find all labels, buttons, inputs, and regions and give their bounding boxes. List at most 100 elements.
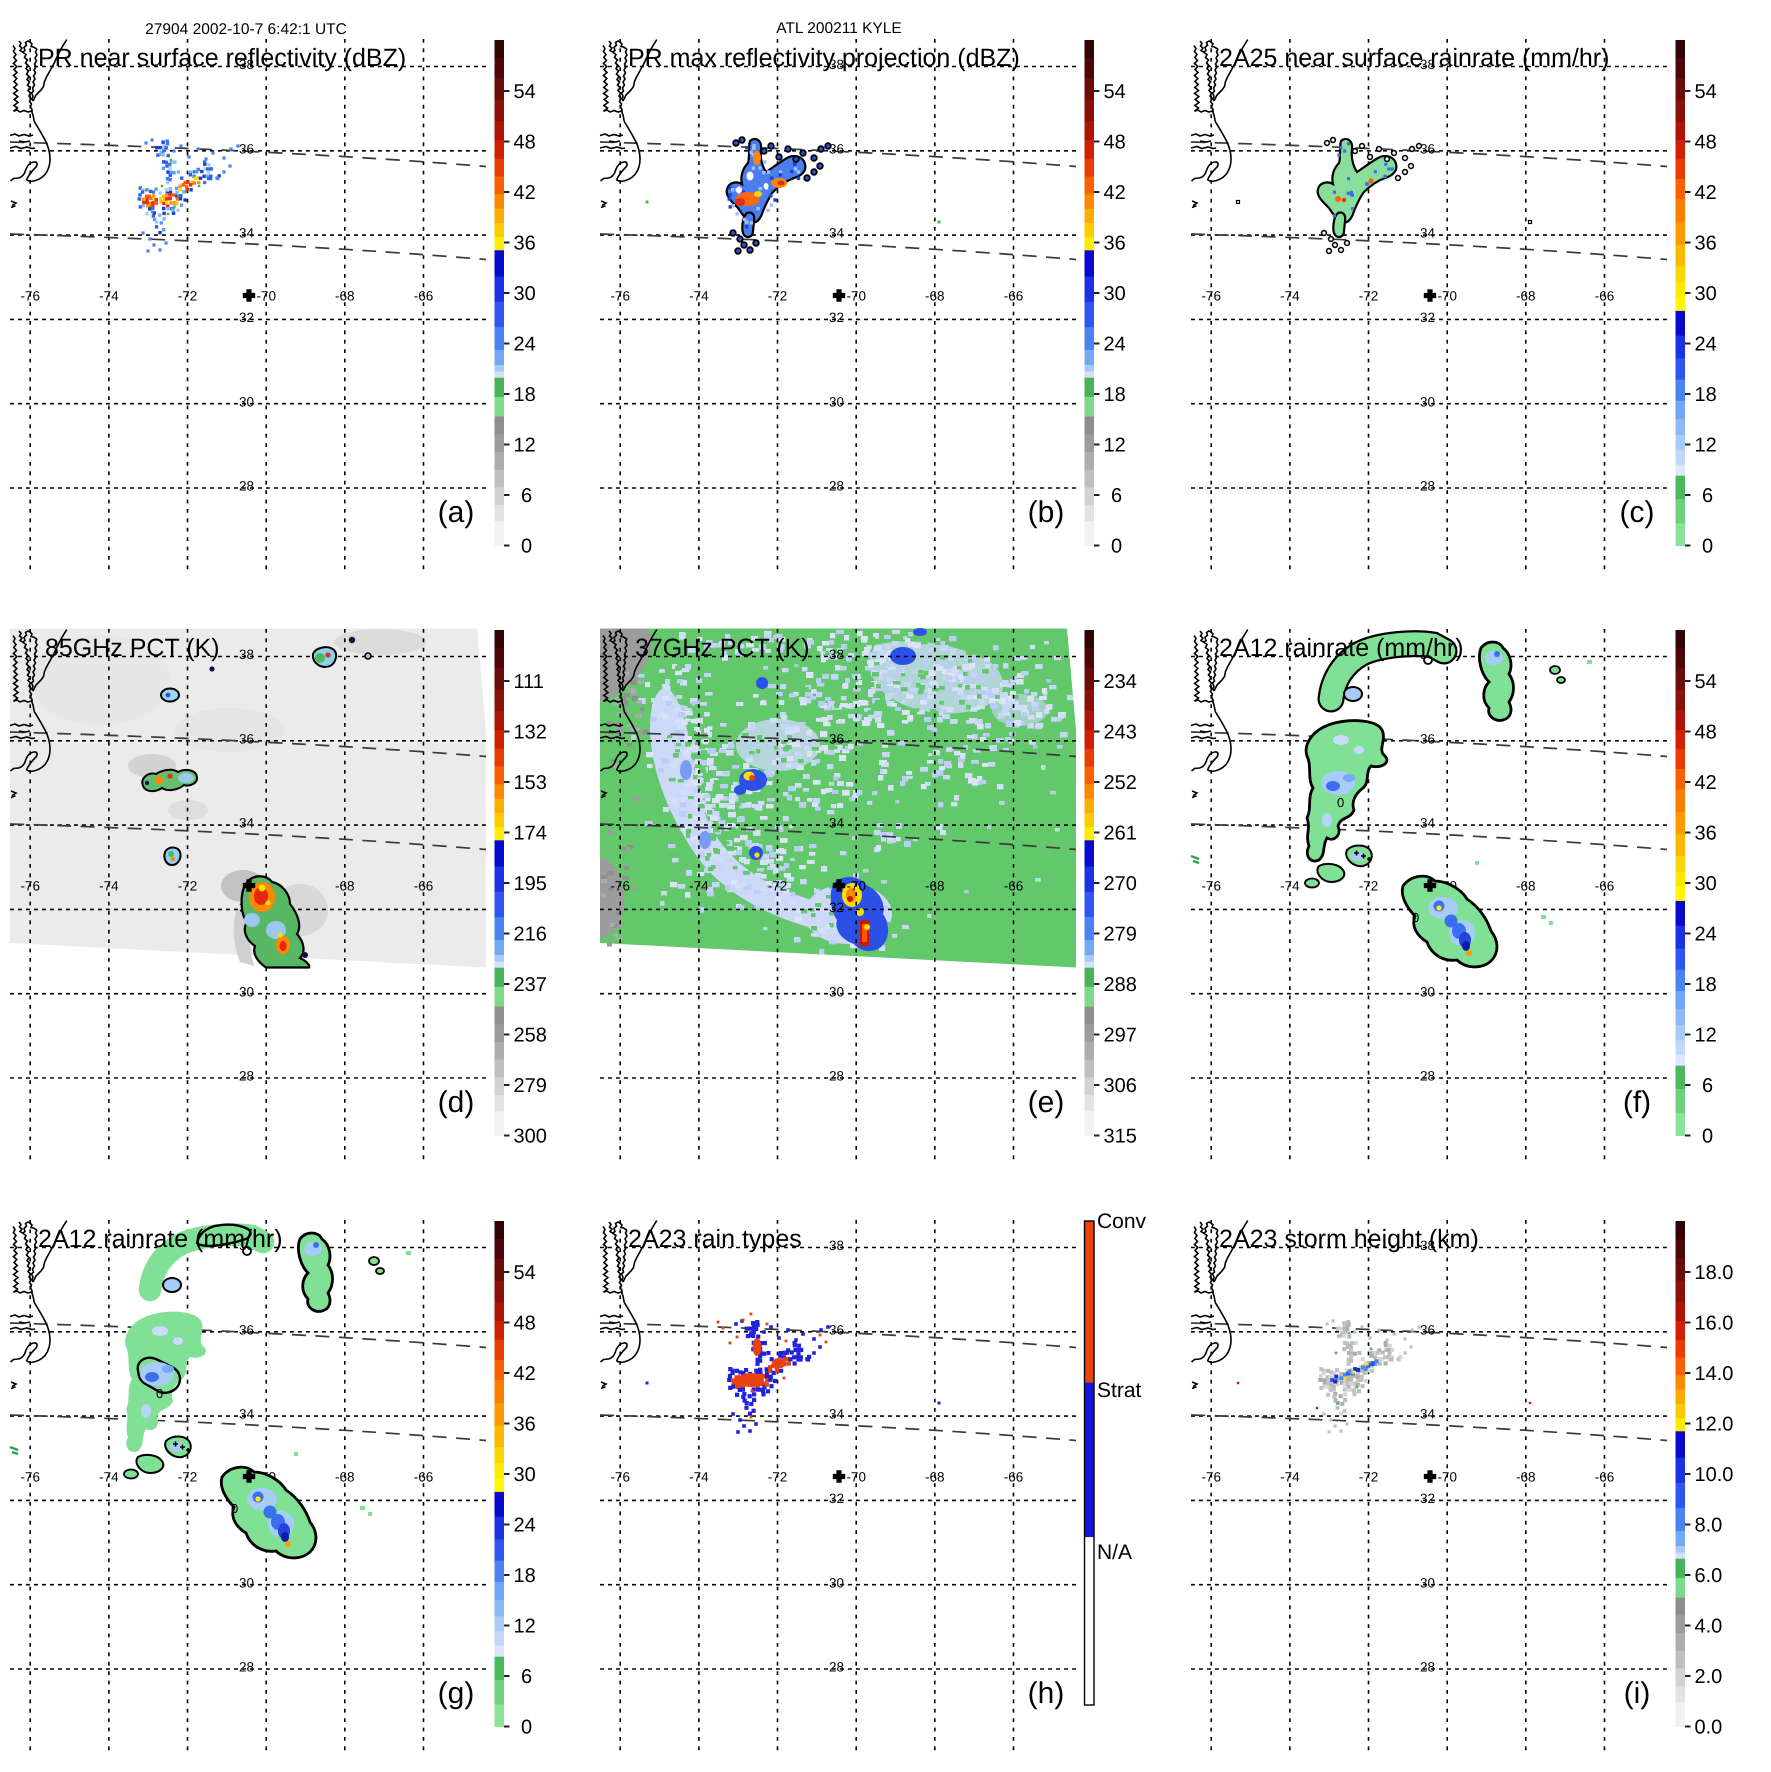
svg-text:-74: -74 bbox=[689, 879, 709, 894]
svg-text:-72: -72 bbox=[178, 1469, 198, 1484]
svg-text:32: 32 bbox=[829, 310, 844, 325]
svg-text:153: 153 bbox=[514, 772, 547, 794]
svg-text:-74: -74 bbox=[689, 289, 709, 304]
svg-text:48: 48 bbox=[1104, 132, 1126, 154]
svg-text:-66: -66 bbox=[1004, 879, 1024, 894]
svg-text:(f): (f) bbox=[1623, 1086, 1651, 1119]
svg-text:-72: -72 bbox=[768, 289, 788, 304]
svg-text:234: 234 bbox=[1104, 671, 1137, 693]
svg-text:48: 48 bbox=[1694, 722, 1716, 744]
svg-text:28: 28 bbox=[1420, 479, 1435, 494]
svg-text:N/A: N/A bbox=[1097, 1541, 1132, 1564]
svg-text:261: 261 bbox=[1104, 823, 1137, 845]
svg-text:-74: -74 bbox=[1280, 879, 1300, 894]
svg-text:-66: -66 bbox=[1004, 289, 1024, 304]
svg-text:0: 0 bbox=[521, 536, 532, 558]
svg-text:2A23 rain types: 2A23 rain types bbox=[628, 1225, 802, 1253]
svg-text:24: 24 bbox=[514, 1514, 536, 1536]
svg-text:10.0: 10.0 bbox=[1694, 1464, 1733, 1486]
svg-text:-66: -66 bbox=[1004, 1469, 1024, 1484]
svg-text:36: 36 bbox=[829, 141, 844, 156]
svg-text:237: 237 bbox=[514, 974, 547, 996]
svg-text:-68: -68 bbox=[335, 1469, 355, 1484]
svg-text:-76: -76 bbox=[1201, 879, 1221, 894]
svg-text:34: 34 bbox=[1420, 226, 1436, 241]
svg-text:0: 0 bbox=[521, 1716, 532, 1738]
svg-text:12: 12 bbox=[514, 435, 536, 457]
svg-text:(b): (b) bbox=[1028, 496, 1065, 529]
svg-text:12: 12 bbox=[1694, 1025, 1716, 1047]
svg-text:28: 28 bbox=[1420, 1069, 1435, 1084]
svg-text:30: 30 bbox=[1420, 1575, 1435, 1590]
svg-text:216: 216 bbox=[514, 924, 547, 946]
svg-text:-68: -68 bbox=[335, 879, 355, 894]
svg-text:PR max reflectivity projection: PR max reflectivity projection (dBZ) bbox=[628, 44, 1020, 72]
svg-text:0: 0 bbox=[1702, 1126, 1713, 1148]
svg-text:279: 279 bbox=[514, 1075, 547, 1097]
svg-text:4.0: 4.0 bbox=[1694, 1615, 1722, 1637]
svg-text:-74: -74 bbox=[1280, 1469, 1300, 1484]
svg-text:-70: -70 bbox=[847, 289, 867, 304]
svg-text:42: 42 bbox=[1694, 772, 1716, 794]
svg-text:32: 32 bbox=[829, 1491, 844, 1506]
svg-text:18: 18 bbox=[1694, 974, 1716, 996]
svg-text:-76: -76 bbox=[1201, 1469, 1221, 1484]
svg-text:38: 38 bbox=[1420, 57, 1435, 72]
svg-text:38: 38 bbox=[239, 647, 254, 662]
svg-text:32: 32 bbox=[1420, 1491, 1435, 1506]
svg-text:32: 32 bbox=[829, 900, 844, 915]
svg-text:30: 30 bbox=[829, 394, 844, 409]
svg-text:27904 2002-10-7 6:42:1 UTC: 27904 2002-10-7 6:42:1 UTC bbox=[145, 21, 347, 38]
svg-text:30: 30 bbox=[514, 1464, 536, 1486]
svg-text:36: 36 bbox=[1420, 141, 1435, 156]
svg-text:-76: -76 bbox=[20, 1469, 40, 1484]
svg-text:-74: -74 bbox=[99, 289, 119, 304]
svg-text:34: 34 bbox=[239, 816, 255, 831]
svg-text:315: 315 bbox=[1104, 1126, 1137, 1148]
svg-text:2.0: 2.0 bbox=[1694, 1666, 1722, 1688]
svg-text:0: 0 bbox=[156, 1386, 163, 1401]
svg-text:6: 6 bbox=[1702, 485, 1713, 507]
svg-text:42: 42 bbox=[1694, 182, 1716, 204]
svg-text:-74: -74 bbox=[1280, 289, 1300, 304]
svg-text:36: 36 bbox=[1104, 233, 1126, 255]
svg-text:(a): (a) bbox=[438, 496, 475, 529]
svg-text:-76: -76 bbox=[20, 289, 40, 304]
svg-text:111: 111 bbox=[514, 671, 544, 693]
svg-text:Strat: Strat bbox=[1097, 1379, 1142, 1402]
svg-text:0: 0 bbox=[231, 1501, 238, 1516]
svg-text:30: 30 bbox=[829, 1575, 844, 1590]
svg-text:30: 30 bbox=[514, 283, 536, 305]
svg-text:54: 54 bbox=[1694, 81, 1716, 103]
svg-text:(i): (i) bbox=[1623, 1677, 1650, 1710]
svg-text:-72: -72 bbox=[768, 879, 788, 894]
svg-text:14.0: 14.0 bbox=[1694, 1363, 1733, 1385]
svg-text:18.0: 18.0 bbox=[1694, 1262, 1733, 1284]
svg-text:258: 258 bbox=[514, 1025, 547, 1047]
svg-text:-76: -76 bbox=[20, 879, 40, 894]
svg-text:0: 0 bbox=[1702, 536, 1713, 558]
svg-text:-72: -72 bbox=[1358, 1469, 1378, 1484]
svg-text:36: 36 bbox=[1694, 233, 1716, 255]
svg-text:2A12 rainrate (mm/hr): 2A12 rainrate (mm/hr) bbox=[38, 1225, 283, 1253]
svg-text:-68: -68 bbox=[1516, 1469, 1536, 1484]
svg-text:300: 300 bbox=[514, 1126, 547, 1148]
svg-text:48: 48 bbox=[1694, 132, 1716, 154]
svg-text:85GHz PCT (K): 85GHz PCT (K) bbox=[45, 634, 220, 662]
svg-text:0.0: 0.0 bbox=[1694, 1716, 1722, 1738]
svg-text:-66: -66 bbox=[414, 1469, 434, 1484]
svg-text:54: 54 bbox=[1694, 671, 1716, 693]
svg-text:Conv: Conv bbox=[1097, 1210, 1147, 1233]
svg-text:18: 18 bbox=[1694, 384, 1716, 406]
svg-text:0: 0 bbox=[1111, 536, 1122, 558]
svg-text:6.0: 6.0 bbox=[1694, 1565, 1722, 1587]
svg-text:-76: -76 bbox=[1201, 289, 1221, 304]
svg-text:(c): (c) bbox=[1619, 496, 1654, 529]
svg-text:34: 34 bbox=[1420, 1406, 1436, 1421]
svg-text:-70: -70 bbox=[847, 879, 867, 894]
svg-text:12: 12 bbox=[1104, 435, 1126, 457]
svg-text:28: 28 bbox=[239, 479, 254, 494]
svg-text:42: 42 bbox=[514, 182, 536, 204]
svg-text:288: 288 bbox=[1104, 974, 1137, 996]
svg-text:38: 38 bbox=[829, 647, 844, 662]
